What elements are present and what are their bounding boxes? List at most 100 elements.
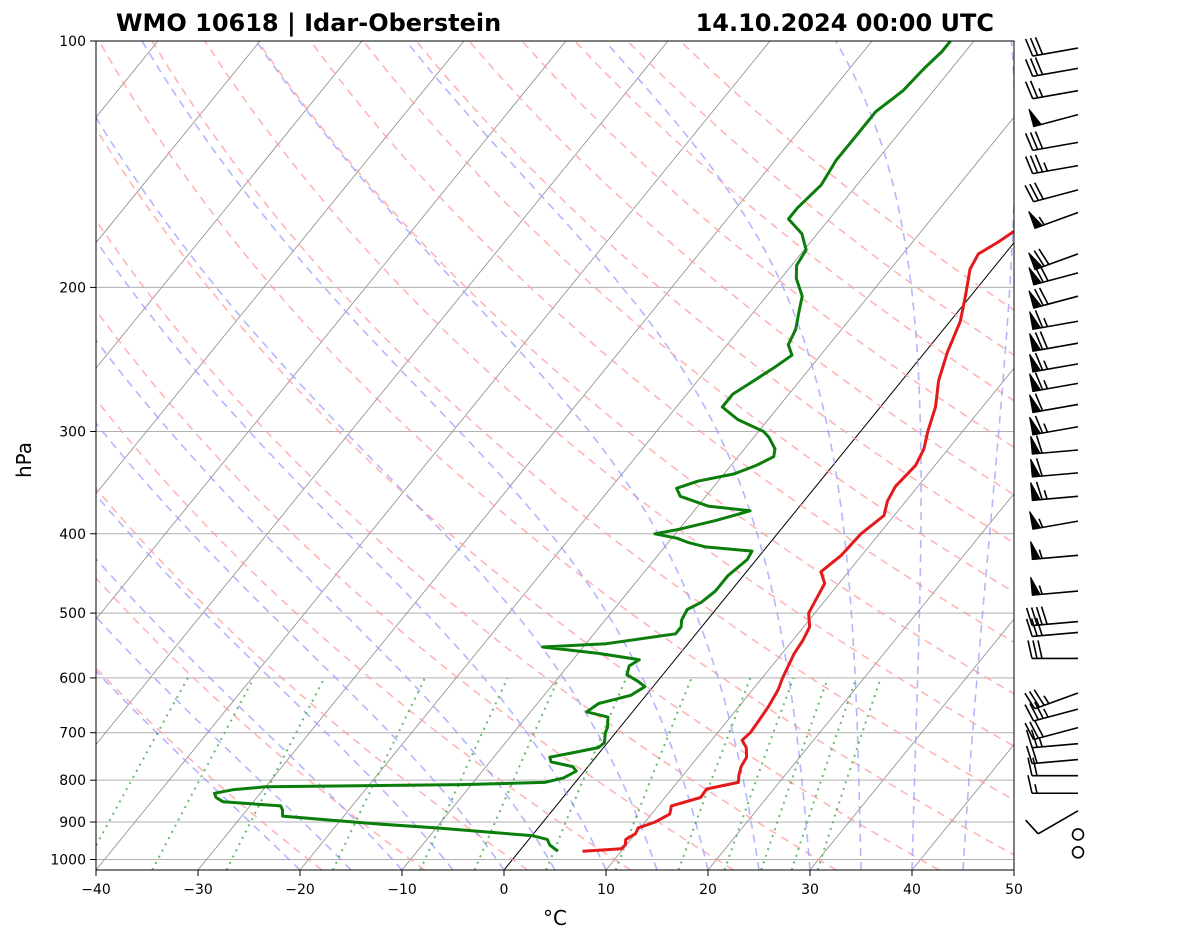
wind-barb bbox=[1025, 729, 1079, 749]
mixing-ratio-line bbox=[225, 677, 326, 870]
wind-barb bbox=[1030, 458, 1079, 478]
wind-barb bbox=[1024, 154, 1079, 175]
moist-adiabat bbox=[96, 239, 607, 870]
x-axis-label: °C bbox=[543, 906, 567, 930]
dry-adiabat bbox=[98, 41, 1014, 856]
moist-adiabat bbox=[141, 41, 709, 870]
x-axis: −40 −30 −20 −10 0 10 20 30 40 50 bbox=[81, 870, 1023, 898]
y-tick-label: 800 bbox=[59, 773, 86, 789]
x-tick-label: 50 bbox=[1005, 882, 1023, 898]
dry-adiabat bbox=[521, 41, 1014, 449]
mixing-ratio-line bbox=[723, 677, 795, 870]
isotherm bbox=[96, 41, 261, 244]
mixing-ratio-line bbox=[96, 677, 189, 848]
wind-barb bbox=[1024, 57, 1079, 78]
wind-barb bbox=[1029, 393, 1079, 414]
wind-barb bbox=[1028, 287, 1079, 309]
dry-adiabat bbox=[204, 41, 1014, 748]
isotherm bbox=[605, 367, 1014, 870]
wind-barb bbox=[1071, 846, 1085, 859]
dry-adiabat bbox=[96, 666, 323, 870]
wind-barb bbox=[1027, 640, 1078, 660]
wind-barbs bbox=[1024, 36, 1085, 859]
wind-barb bbox=[1028, 264, 1079, 286]
y-tick-label: 400 bbox=[59, 527, 86, 543]
y-tick-label: 500 bbox=[59, 606, 86, 622]
x-tick-label: −40 bbox=[81, 882, 111, 898]
wind-barb bbox=[1029, 372, 1079, 393]
wind-barb bbox=[1025, 810, 1079, 835]
wind-barb bbox=[1024, 720, 1079, 741]
isotherm bbox=[96, 41, 567, 620]
x-tick-label: 30 bbox=[801, 882, 819, 898]
isotherm bbox=[197, 41, 873, 870]
chart-title-station: WMO 10618 | Idar-Oberstein bbox=[116, 9, 501, 37]
dry-adiabat bbox=[362, 41, 1014, 594]
y-axis: 1000 900 800 700 600 500 400 300 200 100 bbox=[50, 34, 96, 868]
x-tick-label: 10 bbox=[597, 882, 615, 898]
wind-barb bbox=[1030, 481, 1079, 502]
isotherm bbox=[96, 41, 363, 369]
moist-adiabat bbox=[962, 41, 1014, 870]
x-tick-label: 40 bbox=[903, 882, 921, 898]
wind-barb bbox=[1024, 701, 1079, 722]
wind-barb bbox=[1024, 131, 1079, 152]
temperature-profile bbox=[582, 229, 1014, 853]
dry-adiabat bbox=[96, 398, 631, 870]
wind-barb bbox=[1027, 775, 1078, 795]
y-tick-label: 100 bbox=[59, 34, 86, 50]
x-tick-label: −10 bbox=[387, 882, 417, 898]
moist-adiabat bbox=[604, 41, 862, 870]
dewpoint-profile bbox=[213, 41, 952, 853]
mixing-ratio-line bbox=[677, 677, 752, 870]
moist-adiabat bbox=[96, 115, 658, 870]
wind-barb bbox=[1030, 576, 1079, 596]
zero-isotherm bbox=[503, 241, 1014, 870]
x-tick-label: −30 bbox=[183, 882, 213, 898]
wind-barb bbox=[1028, 210, 1079, 229]
background-lines bbox=[96, 41, 1014, 870]
y-tick-label: 300 bbox=[59, 425, 86, 441]
x-tick-label: 20 bbox=[699, 882, 717, 898]
wind-barb bbox=[1028, 108, 1079, 128]
wind-barb bbox=[1028, 248, 1079, 271]
x-tick-label: −20 bbox=[285, 882, 315, 898]
wind-barb bbox=[1029, 352, 1079, 373]
wind-barb bbox=[1025, 617, 1079, 638]
x-tick-label: 0 bbox=[500, 882, 509, 898]
dry-adiabat bbox=[574, 41, 1014, 402]
moist-adiabat bbox=[96, 493, 454, 870]
wind-barb bbox=[1025, 606, 1079, 627]
isotherm bbox=[299, 41, 975, 870]
wind-barb bbox=[1027, 757, 1078, 777]
y-tick-label: 600 bbox=[59, 671, 86, 687]
wind-barb bbox=[1024, 36, 1079, 57]
wind-barb bbox=[1024, 80, 1079, 100]
wind-barb bbox=[1071, 828, 1085, 841]
isotherm bbox=[809, 618, 1014, 870]
wind-barb bbox=[1029, 415, 1079, 436]
wind-barb bbox=[1030, 541, 1079, 561]
dry-adiabat bbox=[96, 308, 734, 870]
y-tick-label: 900 bbox=[59, 815, 86, 831]
isotherm bbox=[401, 116, 1014, 870]
wind-barb bbox=[1024, 182, 1079, 203]
mixing-ratio-line bbox=[151, 677, 255, 870]
moist-adiabat bbox=[96, 338, 556, 870]
dry-adiabat bbox=[256, 41, 1014, 695]
moist-adiabat bbox=[835, 41, 922, 870]
y-tick-label: 200 bbox=[59, 280, 86, 296]
mixing-ratio-line bbox=[419, 677, 509, 870]
moist-adiabat bbox=[405, 41, 811, 870]
chart-title-datetime: 14.10.2024 00:00 UTC bbox=[696, 9, 994, 37]
wind-barb bbox=[1029, 310, 1079, 331]
plot-frame bbox=[95, 40, 1015, 871]
y-tick-label: 700 bbox=[59, 726, 86, 742]
isotherm bbox=[96, 41, 669, 746]
moist-adiabat bbox=[96, 422, 505, 870]
dry-adiabat bbox=[468, 41, 1014, 496]
dry-adiabat bbox=[96, 218, 837, 870]
wind-barb bbox=[1024, 689, 1079, 710]
isotherm bbox=[96, 41, 465, 495]
